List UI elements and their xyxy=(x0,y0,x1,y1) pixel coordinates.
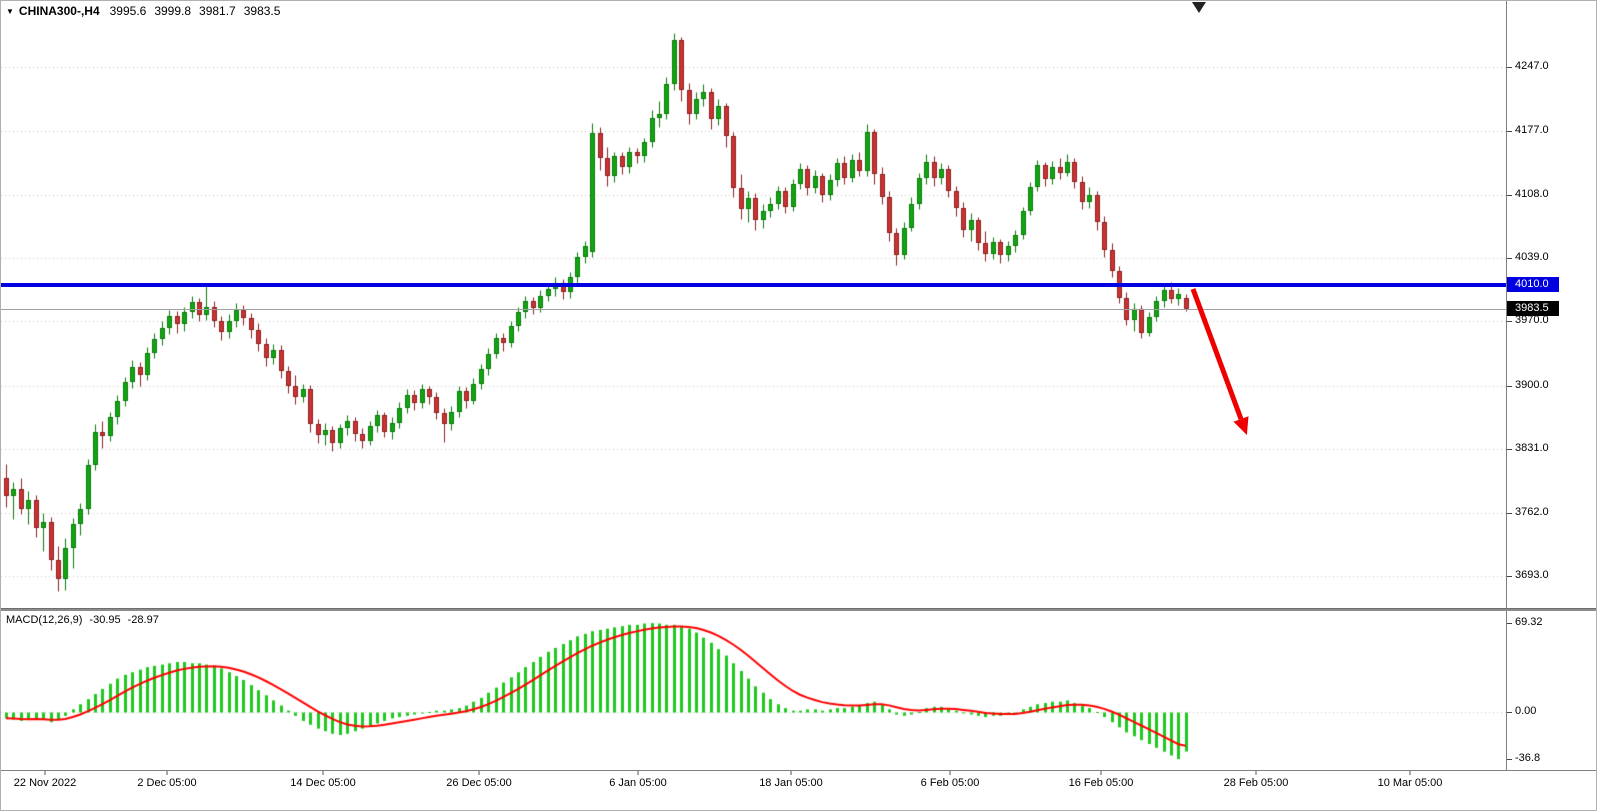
time-axis-tick xyxy=(166,771,168,775)
price-axis-label: 4039.0 xyxy=(1515,251,1549,263)
time-axis-label: 14 Dec 05:00 xyxy=(290,777,356,789)
price-axis-tick xyxy=(1507,576,1512,577)
time-axis-label: 18 Jan 05:00 xyxy=(759,777,823,789)
chart-shift-marker-icon[interactable] xyxy=(1192,2,1206,13)
axis-divider xyxy=(1506,1,1507,770)
close-value: 3983.5 xyxy=(243,4,281,18)
price-axis-label: 4247.0 xyxy=(1515,60,1549,72)
bid-price-badge: 3983.5 xyxy=(1507,301,1559,316)
panel-splitter[interactable] xyxy=(1,608,1596,611)
open-value: 3995.6 xyxy=(109,4,147,18)
price-axis-tick xyxy=(1507,258,1512,259)
macd-indicator-name: MACD(12,26,9) xyxy=(6,614,83,626)
time-axis-tick xyxy=(1100,771,1102,775)
horizontal-line-object[interactable] xyxy=(1,283,1506,287)
symbol-ohlc-overlay: ▼ CHINA300-,H4 3995.6 3999.8 3981.7 3983.5 xyxy=(6,4,288,18)
low-value: 3981.7 xyxy=(199,4,236,18)
time-axis-tick xyxy=(637,771,639,775)
bid-price-line xyxy=(1,309,1506,310)
price-chart-canvas[interactable] xyxy=(1,1,1506,608)
symbol-marker-icon: ▼ xyxy=(6,7,14,16)
macd-axis-label: -36.8 xyxy=(1515,752,1541,764)
time-axis-tick xyxy=(949,771,951,775)
macd-axis-tick xyxy=(1507,712,1512,713)
main-chart-area: ▼ CHINA300-,H4 3995.6 3999.8 3981.7 3983.5 xyxy=(1,1,1506,608)
price-axis-tick xyxy=(1507,513,1512,514)
time-axis-label: 2 Dec 05:00 xyxy=(137,777,197,789)
time-axis-tick xyxy=(1409,771,1411,775)
time-axis-label: 16 Feb 05:00 xyxy=(1068,777,1134,789)
macd-main-value: -30.95 xyxy=(89,614,121,626)
time-axis-label: 22 Nov 2022 xyxy=(13,777,77,789)
price-axis-tick xyxy=(1507,131,1512,132)
macd-indicator-canvas[interactable] xyxy=(1,611,1506,770)
macd-axis-tick xyxy=(1507,759,1512,760)
symbol-timeframe-label: CHINA300-,H4 xyxy=(18,4,100,18)
time-axis[interactable]: 22 Nov 2022 2 Dec 05:00 14 Dec 05:00 26 Dec… xyxy=(1,770,1596,810)
time-axis-label: 26 Dec 05:00 xyxy=(446,777,512,789)
time-axis-tick xyxy=(44,771,46,775)
price-axis-label: 4177.0 xyxy=(1515,124,1549,136)
time-axis-tick xyxy=(322,771,324,775)
price-axis-label: 4108.0 xyxy=(1515,188,1549,200)
macd-axis-label: 0.00 xyxy=(1515,705,1537,717)
price-axis-tick xyxy=(1507,449,1512,450)
price-axis[interactable]: 4247.0 4177.0 4108.0 4039.0 3970.0 3900.0 3831… xyxy=(1507,1,1596,770)
macd-panel: MACD(12,26,9) -30.95 -28.97 xyxy=(1,611,1506,770)
price-axis-tick xyxy=(1507,195,1512,196)
macd-axis-label: 69.32 xyxy=(1515,616,1543,628)
price-axis-label: 3831.0 xyxy=(1515,442,1549,454)
price-axis-label: 3900.0 xyxy=(1515,379,1549,391)
time-axis-tick xyxy=(478,771,480,775)
macd-label-row: MACD(12,26,9) -30.95 -28.97 xyxy=(6,614,166,626)
high-value: 3999.8 xyxy=(154,4,192,18)
price-axis-label: 3970.0 xyxy=(1515,314,1549,326)
hline-price-badge: 4010.0 xyxy=(1507,277,1559,292)
price-axis-tick xyxy=(1507,67,1512,68)
time-axis-label: 6 Feb 05:00 xyxy=(920,777,980,789)
time-axis-tick xyxy=(1255,771,1257,775)
price-axis-label: 3693.0 xyxy=(1515,569,1549,581)
down-arrow-annotation[interactable] xyxy=(1,1,1506,608)
macd-axis-tick xyxy=(1507,623,1512,624)
price-axis-label: 3762.0 xyxy=(1515,506,1549,518)
price-axis-tick xyxy=(1507,386,1512,387)
time-axis-label: 10 Mar 05:00 xyxy=(1377,777,1443,789)
macd-signal-value: -28.97 xyxy=(127,614,159,626)
time-axis-label: 28 Feb 05:00 xyxy=(1223,777,1289,789)
time-axis-tick xyxy=(790,771,792,775)
time-axis-label: 6 Jan 05:00 xyxy=(609,777,667,789)
price-axis-tick xyxy=(1507,321,1512,322)
